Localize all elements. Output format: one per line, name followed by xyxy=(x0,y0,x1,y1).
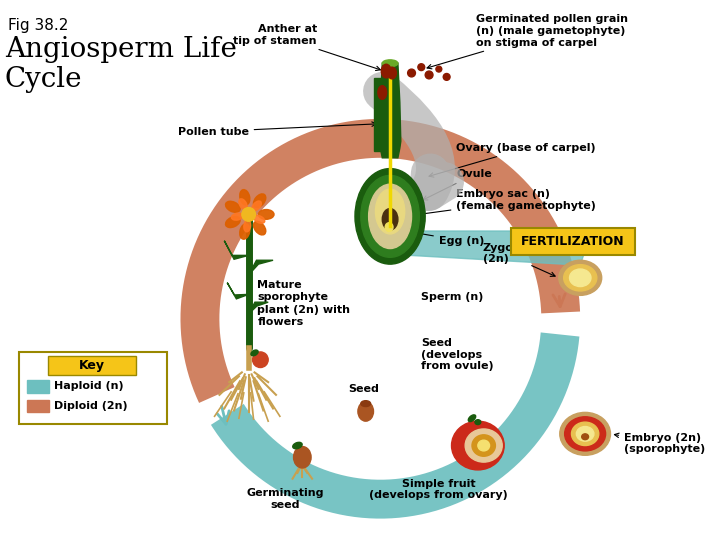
Ellipse shape xyxy=(582,434,588,440)
Text: Ovule: Ovule xyxy=(423,170,492,200)
Ellipse shape xyxy=(468,415,476,422)
Ellipse shape xyxy=(559,413,611,455)
Ellipse shape xyxy=(375,189,405,234)
Ellipse shape xyxy=(576,427,594,441)
Ellipse shape xyxy=(472,435,495,456)
Text: Diploid (2n): Diploid (2n) xyxy=(53,401,127,410)
Ellipse shape xyxy=(564,265,597,291)
Ellipse shape xyxy=(465,429,503,462)
Ellipse shape xyxy=(382,60,398,66)
Text: Angiosperm Life
Cycle: Angiosperm Life Cycle xyxy=(5,36,237,93)
FancyBboxPatch shape xyxy=(511,228,635,255)
Bar xyxy=(27,380,49,393)
Polygon shape xyxy=(374,78,386,151)
FancyBboxPatch shape xyxy=(19,352,167,424)
Ellipse shape xyxy=(239,199,247,210)
Ellipse shape xyxy=(231,213,243,220)
Text: Germinating
seed: Germinating seed xyxy=(246,489,323,510)
Text: FERTILIZATION: FERTILIZATION xyxy=(521,235,625,248)
Ellipse shape xyxy=(378,86,387,99)
Ellipse shape xyxy=(355,168,426,264)
Text: Seed
(develops
from ovule): Seed (develops from ovule) xyxy=(421,338,494,372)
Ellipse shape xyxy=(253,221,266,235)
Ellipse shape xyxy=(253,194,266,207)
Text: Pollen tube: Pollen tube xyxy=(178,122,377,137)
Ellipse shape xyxy=(252,201,261,211)
Ellipse shape xyxy=(478,440,490,451)
Ellipse shape xyxy=(559,260,602,295)
Polygon shape xyxy=(410,231,585,265)
Ellipse shape xyxy=(387,67,397,79)
Circle shape xyxy=(444,73,450,80)
Polygon shape xyxy=(228,282,248,299)
Text: Simple fruit
(develops from ovary): Simple fruit (develops from ovary) xyxy=(369,478,508,500)
Bar xyxy=(27,400,49,413)
Ellipse shape xyxy=(240,190,250,205)
Ellipse shape xyxy=(451,421,504,470)
Text: Egg (n): Egg (n) xyxy=(398,228,485,246)
Circle shape xyxy=(242,207,256,221)
Circle shape xyxy=(436,66,442,72)
Polygon shape xyxy=(248,260,273,275)
FancyBboxPatch shape xyxy=(48,356,135,375)
Ellipse shape xyxy=(570,269,591,287)
Ellipse shape xyxy=(385,222,393,232)
Ellipse shape xyxy=(564,417,606,451)
Text: Germinated pollen grain
(n) (male gametophyte)
on stigma of carpel: Germinated pollen grain (n) (male gameto… xyxy=(427,15,628,69)
Ellipse shape xyxy=(293,442,302,449)
Text: Zygote
(2n): Zygote (2n) xyxy=(482,242,555,276)
Circle shape xyxy=(253,352,268,368)
Ellipse shape xyxy=(382,208,398,230)
Ellipse shape xyxy=(361,176,419,258)
Circle shape xyxy=(418,64,425,71)
Text: Seed: Seed xyxy=(348,384,379,394)
Circle shape xyxy=(408,69,415,77)
Text: Key: Key xyxy=(78,359,104,372)
Ellipse shape xyxy=(382,64,391,78)
Text: Sperm (n): Sperm (n) xyxy=(421,292,484,302)
Polygon shape xyxy=(379,63,401,158)
Text: Fig 38.2: Fig 38.2 xyxy=(8,18,68,33)
Ellipse shape xyxy=(358,402,374,421)
Ellipse shape xyxy=(244,220,251,232)
Circle shape xyxy=(426,71,433,79)
Text: Mature
sporophyte
plant (2n) with
flowers: Mature sporophyte plant (2n) with flower… xyxy=(258,280,351,327)
Ellipse shape xyxy=(251,350,258,356)
Ellipse shape xyxy=(253,215,265,224)
Ellipse shape xyxy=(225,217,240,227)
Ellipse shape xyxy=(225,201,240,212)
Polygon shape xyxy=(248,302,268,314)
Ellipse shape xyxy=(361,401,371,407)
Ellipse shape xyxy=(258,210,274,219)
Polygon shape xyxy=(225,241,248,259)
FancyArrowPatch shape xyxy=(382,91,444,192)
Ellipse shape xyxy=(475,420,481,424)
Text: Embryo (2n)
(sporophyte): Embryo (2n) (sporophyte) xyxy=(614,433,706,454)
Ellipse shape xyxy=(240,224,250,239)
Ellipse shape xyxy=(572,422,599,446)
Text: Embryo sac (n)
(female gametophyte): Embryo sac (n) (female gametophyte) xyxy=(415,189,596,217)
Ellipse shape xyxy=(369,184,412,248)
Text: Haploid (n): Haploid (n) xyxy=(53,381,123,391)
Text: Ovary (base of carpel): Ovary (base of carpel) xyxy=(429,143,596,177)
Text: Anther at
tip of stamen: Anther at tip of stamen xyxy=(233,24,380,71)
Ellipse shape xyxy=(294,447,311,468)
